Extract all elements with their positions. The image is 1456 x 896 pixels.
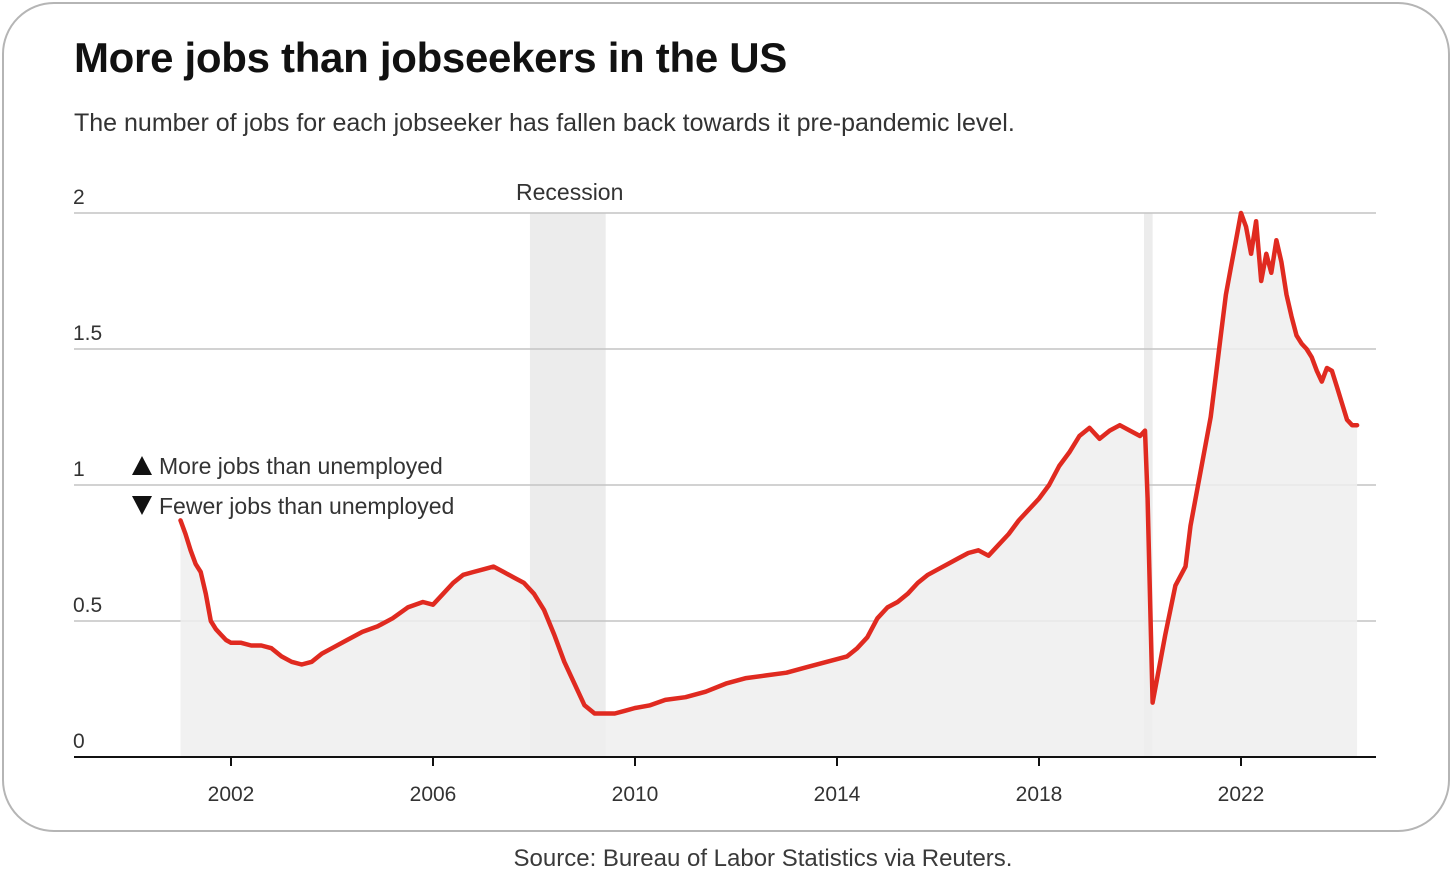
annotation-more-jobs: More jobs than unemployed bbox=[159, 453, 443, 479]
y-tick-label: 1.5 bbox=[73, 322, 102, 345]
recession-label: Recession bbox=[516, 179, 623, 205]
annotation-fewer-jobs: Fewer jobs than unemployed bbox=[159, 493, 454, 519]
down-triangle-icon bbox=[132, 496, 152, 515]
x-tick-label: 2022 bbox=[1218, 783, 1265, 806]
x-axis: 2002 2006 2010 2014 2018 2022 bbox=[74, 756, 1376, 806]
y-tick-label: 0 bbox=[73, 730, 85, 753]
y-tick-label: 2 bbox=[73, 186, 85, 209]
x-tick-label: 2002 bbox=[208, 783, 255, 806]
x-tick-label: 2014 bbox=[814, 783, 861, 806]
y-tick-label: 0.5 bbox=[73, 594, 102, 617]
gridlines: 0 0.5 1 1.5 2 bbox=[73, 186, 1376, 753]
x-tick-label: 2018 bbox=[1016, 783, 1063, 806]
chart-title: More jobs than jobseekers in the US bbox=[74, 34, 787, 81]
series-line-path bbox=[178, 210, 1360, 716]
up-triangle-icon bbox=[132, 456, 152, 475]
y-tick-label: 1 bbox=[73, 458, 85, 481]
area-fill bbox=[180, 213, 1358, 757]
x-tick-label: 2010 bbox=[612, 783, 659, 806]
x-tick-label: 2006 bbox=[410, 783, 457, 806]
annotations: Recession More jobs than unemployed Fewe… bbox=[132, 179, 623, 519]
series-line bbox=[178, 210, 1360, 716]
source-note: Source: Bureau of Labor Statistics via R… bbox=[513, 845, 1013, 872]
chart-subtitle: The number of jobs for each jobseeker ha… bbox=[74, 109, 1015, 137]
series-area bbox=[180, 213, 1358, 757]
